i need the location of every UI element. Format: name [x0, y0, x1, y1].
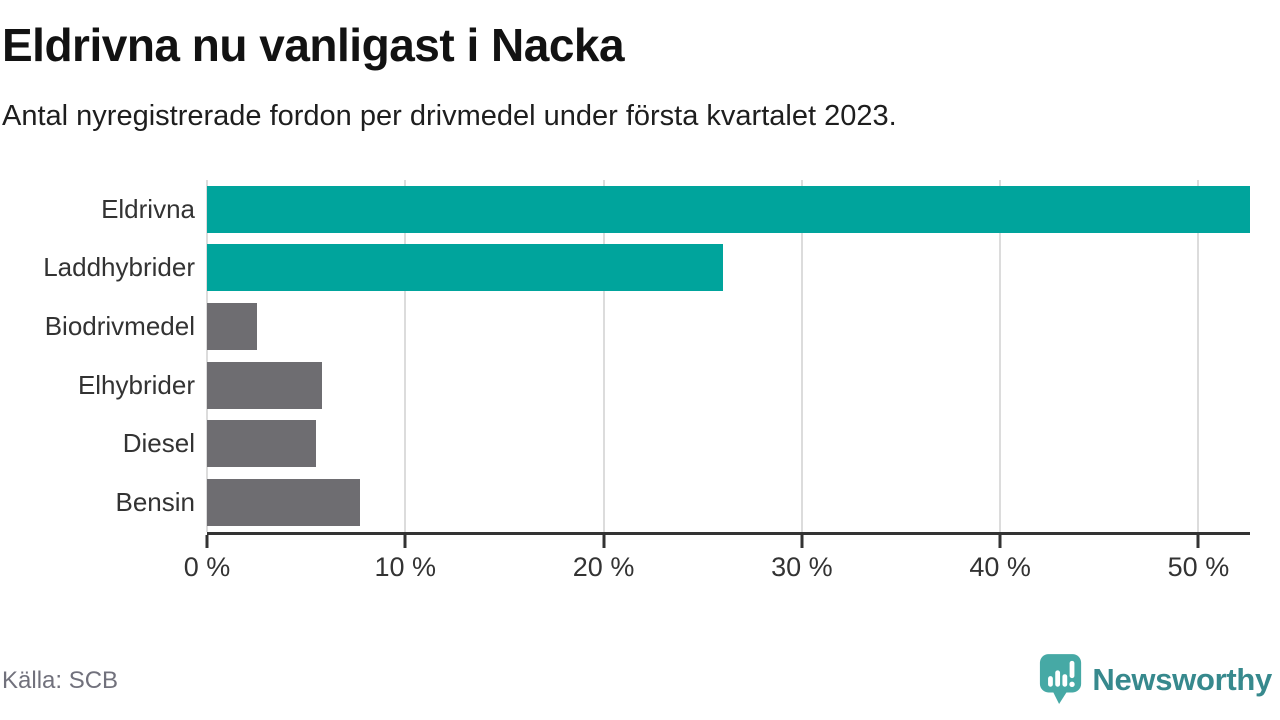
- axis-tick: [1196, 535, 1200, 548]
- axis-tick-label: 20 %: [572, 552, 635, 582]
- gridline: [800, 180, 803, 532]
- category-label: Eldrivna: [101, 193, 195, 224]
- bar-row: Laddhybrider: [43, 239, 1250, 298]
- gridline: [999, 180, 1002, 532]
- axis-tick: [800, 535, 804, 548]
- axis-tick-label: 50 %: [1167, 552, 1230, 582]
- category-label: Diesel: [122, 428, 195, 459]
- axis-tick: [998, 535, 1002, 548]
- category-label: Bensin: [115, 487, 196, 518]
- newsworthy-speech-bubble-bar-chart-icon: [1040, 654, 1082, 704]
- axis-tick-label: 30 %: [771, 552, 833, 582]
- category-label: Laddhybrider: [43, 252, 195, 283]
- gridline: [602, 180, 605, 532]
- bar: [207, 420, 317, 468]
- bar-row: Bensin: [116, 473, 1250, 532]
- x-axis: 0 % 10 % 20 % 30 % 40 % 50 %: [184, 532, 1250, 592]
- bar: [207, 361, 322, 409]
- bar-chart: Eldrivna Laddhybrider Biodrivmedel Elhybrid…: [0, 180, 1250, 582]
- category-label: Biodrivmedel: [44, 311, 195, 342]
- axis-tick: [205, 535, 209, 548]
- chart-title: Eldrivna nu vanligast i Nacka: [2, 19, 625, 71]
- bar: [207, 479, 360, 527]
- axis-tick-label: 40 %: [969, 552, 1031, 582]
- bar-row: Diesel: [123, 415, 1250, 474]
- newsworthy-wordmark: Newsworthy: [1092, 662, 1272, 697]
- axis-tick-label: 0 %: [183, 552, 231, 582]
- bar-row: Elhybrider: [78, 356, 1250, 415]
- x-axis-line: [207, 532, 1250, 535]
- bar: [207, 185, 1250, 233]
- gridline: [404, 180, 407, 532]
- bar: [207, 303, 257, 351]
- category-label: Elhybrider: [77, 369, 195, 400]
- source-label: Källa: SCB: [2, 667, 119, 694]
- axis-tick: [403, 535, 407, 548]
- chart-subtitle: Antal nyregistrerade fordon per drivmede…: [2, 100, 897, 132]
- gridline: [206, 180, 208, 532]
- axis-tick-label: 10 %: [374, 552, 437, 582]
- bar-row: Eldrivna: [101, 180, 1250, 239]
- plot-area: Eldrivna Laddhybrider Biodrivmedel Elhybrid…: [43, 180, 1250, 532]
- bar-row: Biodrivmedel: [45, 297, 1250, 356]
- axis-tick: [602, 535, 606, 548]
- gridline: [1197, 180, 1200, 532]
- newsworthy-logo: Newsworthy: [1038, 652, 1272, 708]
- bar: [207, 244, 723, 292]
